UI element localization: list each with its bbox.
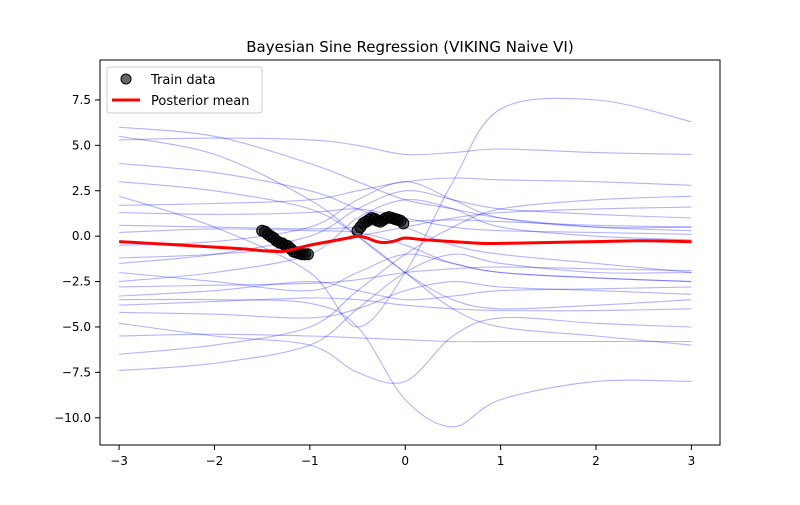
- y-tick-label: 7.5: [72, 93, 91, 107]
- posterior-sample-line-15: [119, 316, 692, 384]
- posterior-sample-line-8: [119, 181, 692, 246]
- posterior-sample-line-17: [119, 253, 692, 372]
- x-tick-label: −2: [206, 454, 224, 468]
- y-tick-label: −5.0: [62, 320, 91, 334]
- posterior-sample-line-1: [118, 135, 692, 310]
- x-tick-label: 2: [592, 454, 600, 468]
- legend-marker-train-data: [120, 73, 132, 85]
- posterior-sample-line-20: [119, 190, 692, 264]
- posterior-sample-line-11: [119, 266, 692, 288]
- x-tick-label: −3: [110, 454, 128, 468]
- posterior-sample-line-18: [119, 298, 692, 428]
- train-data-point: [301, 248, 314, 261]
- legend-label-posterior-mean: Posterior mean: [151, 94, 249, 109]
- x-tick-label: 0: [401, 454, 409, 468]
- posterior-sample-line-4: [119, 177, 692, 206]
- posterior-sample-line-23: [119, 195, 692, 355]
- posterior-sample-line-3: [118, 97, 692, 328]
- posterior-mean-path: [119, 234, 692, 254]
- y-tick-label: −2.5: [62, 275, 91, 289]
- y-axis: −10.0 −7.5 −5.0 −2.5 0.0 2.5 5.0 7.5: [54, 93, 100, 425]
- chart-title: Bayesian Sine Regression (VIKING Naive V…: [246, 38, 573, 56]
- posterior-mean-line: [119, 234, 692, 254]
- x-tick-label: 3: [688, 454, 696, 468]
- y-tick-label: 2.5: [72, 184, 91, 198]
- train-data-point: [397, 217, 410, 230]
- posterior-sample-line-14: [119, 281, 692, 319]
- legend: Train data Posterior mean: [106, 66, 263, 114]
- posterior-sample-line-2: [119, 137, 692, 156]
- x-tick-label: 1: [497, 454, 505, 468]
- legend-label-train-data: Train data: [150, 73, 216, 88]
- plot-frame: [99, 59, 721, 446]
- plot-area: [100, 60, 720, 445]
- posterior-sample-line-21: [119, 199, 692, 283]
- y-tick-label: −7.5: [62, 365, 91, 379]
- posterior-samples: [118, 97, 692, 428]
- y-tick-label: 5.0: [72, 138, 91, 152]
- posterior-sample-line-7: [119, 228, 692, 283]
- train-data-points: [256, 211, 410, 261]
- posterior-sample-line-16: [119, 333, 692, 343]
- posterior-sample-line-12: [119, 281, 692, 301]
- legend-box: [106, 66, 263, 114]
- posterior-sample-line-13: [119, 297, 692, 312]
- posterior-sample-line-0: [119, 126, 692, 232]
- posterior-sample-line-10: [119, 253, 692, 292]
- y-tick-label: 0.0: [72, 229, 91, 243]
- y-tick-label: −10.0: [54, 411, 91, 425]
- x-axis: −3 −2 −1 0 1 2 3: [110, 445, 695, 468]
- x-tick-label: −1: [301, 454, 319, 468]
- posterior-sample-line-19: [119, 181, 692, 346]
